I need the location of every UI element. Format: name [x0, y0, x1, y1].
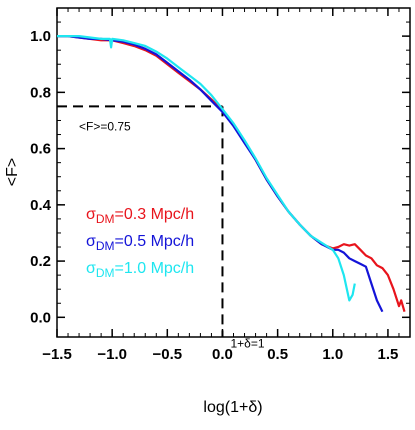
y-tick-label: 0.0 [30, 309, 51, 326]
y-tick-label: 1.0 [30, 28, 51, 45]
plot-area-frame [56, 7, 411, 338]
y-tick-label: 0.2 [30, 253, 51, 270]
x-tick-label: −1.0 [97, 346, 127, 363]
legend-entry-3: σDM=1.0 Mpc/h [86, 260, 194, 280]
x-tick-label: 0.0 [212, 346, 233, 363]
x-axis-ticks: −1.5 −1.0 −0.5 0.0 0.5 1.0 1.5 [42, 8, 411, 363]
series-line-2 [57, 34, 384, 313]
series-line-3 [57, 34, 356, 302]
x-tick-label: 1.5 [378, 346, 399, 363]
y-axis-ticks: 0.0 0.2 0.4 0.6 0.8 1.0 [30, 7, 410, 326]
x-tick-label: −1.5 [42, 346, 72, 363]
reference-lines: <F>=0.75 1+δ=1 [57, 105, 265, 350]
legend: σDM=0.3 Mpc/h σDM=0.5 Mpc/h σDM=1.0 Mpc/h [86, 206, 194, 280]
series-layer [57, 34, 406, 313]
x-tick-label: −0.5 [153, 346, 183, 363]
ref-label-vertical: 1+δ=1 [230, 336, 264, 350]
y-tick-label: 0.6 [30, 141, 51, 158]
y-tick-label: 0.4 [30, 197, 52, 214]
x-tick-label: 0.5 [267, 346, 288, 363]
legend-entry-1: σDM=0.3 Mpc/h [86, 206, 194, 226]
y-tick-label: 0.8 [30, 84, 51, 101]
ref-label-horizontal: <F>=0.75 [79, 119, 131, 133]
y-axis-title: <F> [4, 158, 21, 186]
legend-entry-2: σDM=0.5 Mpc/h [86, 233, 194, 253]
x-tick-label: 1.0 [322, 346, 343, 363]
x-axis-title: log(1+δ) [203, 399, 262, 416]
